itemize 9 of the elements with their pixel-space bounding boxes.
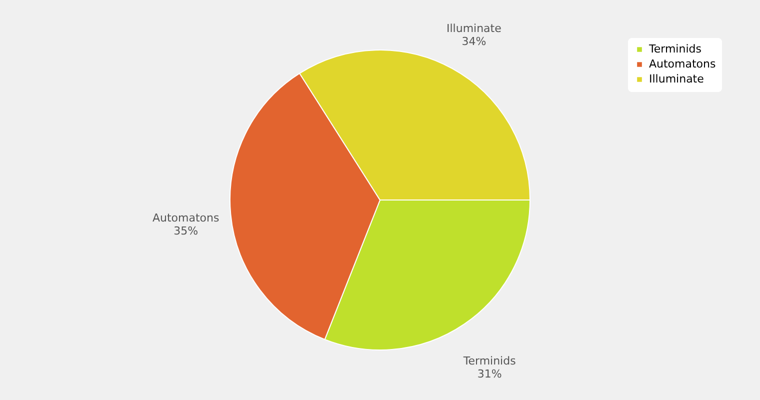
legend-label: Illuminate: [649, 72, 704, 86]
legend-label: Terminids: [648, 42, 702, 56]
legend-label: Automatons: [649, 58, 716, 70]
data-label: 31%: [477, 367, 502, 380]
slice-label: Terminids: [462, 354, 516, 368]
slice-label: Automatons: [152, 211, 220, 224]
data-label: 35%: [174, 224, 198, 238]
slice-label: Illuminate: [446, 22, 502, 36]
data-label: 34%: [462, 35, 486, 48]
